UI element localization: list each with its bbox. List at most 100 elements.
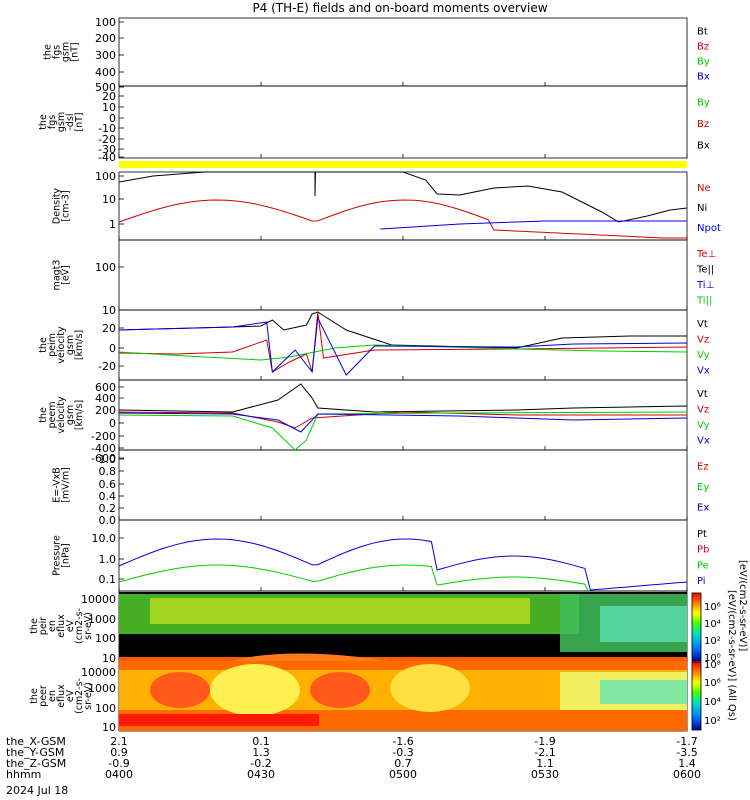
y-tick-label: 10.0 xyxy=(92,532,117,545)
x-axis-value: -1.6 xyxy=(392,735,413,748)
y-tick-label: 500 xyxy=(95,81,116,94)
density-npot-trace xyxy=(380,220,687,230)
y-axis-label: [nPa] xyxy=(61,543,72,568)
y-tick-label: 1.0 xyxy=(99,453,117,466)
y-tick-label: -20 xyxy=(98,133,116,146)
y-axis-label: eV xyxy=(65,619,76,632)
legend-entry: Vt xyxy=(697,389,708,400)
legend-entry: Vy xyxy=(697,350,710,361)
peer-colorbar-tick: 10⁴ xyxy=(704,697,721,708)
legend-entry: Ni xyxy=(697,203,707,214)
y-tick-label: 1000 xyxy=(88,613,116,626)
y-tick-label: 100 xyxy=(95,261,116,274)
y-axis-label: (cm2-s- xyxy=(74,678,85,714)
legend-entry: Vz xyxy=(697,404,709,415)
y-tick-label: 10 xyxy=(102,652,116,665)
x-axis-row-label: the_X-GSM xyxy=(6,735,66,748)
x-axis-value: -0.3 xyxy=(392,746,413,759)
y-axis-label: velocity xyxy=(56,396,67,434)
y-tick-label: 10 xyxy=(102,304,116,317)
y-tick-label: 0.6 xyxy=(99,478,117,491)
legend-entry: Vx xyxy=(697,365,710,376)
x-axis-row-label: the_Z-GSM xyxy=(6,757,66,770)
y-tick-label: -30 xyxy=(98,143,116,156)
y-axis-label: [km/s] xyxy=(74,330,85,360)
y-tick-label: -40 xyxy=(98,151,116,164)
peir-colorbar-tick: 10⁶ xyxy=(704,602,721,613)
y-axis-label: E=-VxB xyxy=(52,467,63,502)
peer-colorbar xyxy=(691,661,702,731)
y-axis-label: eflux xyxy=(56,614,67,638)
x-axis-value: 0430 xyxy=(247,768,275,781)
flag-bar xyxy=(119,161,687,168)
y-axis-label: gsm xyxy=(56,112,67,132)
y-axis-label: the xyxy=(38,114,49,130)
density-ne-trace xyxy=(118,199,687,239)
y-axis-label: sr-eV) xyxy=(83,682,94,710)
y-axis-label: gsm xyxy=(61,42,72,62)
legend-entry: Ey xyxy=(697,482,709,493)
peir-colorbar-tick: 10⁴ xyxy=(704,619,721,630)
legend-entry: Ne xyxy=(697,183,711,194)
legend-entry: Vy xyxy=(697,420,710,431)
y-tick-label: -200 xyxy=(91,430,116,443)
x-axis-value: 2.1 xyxy=(110,735,128,748)
y-tick-label: 0.2 xyxy=(99,502,117,515)
panel-frame xyxy=(118,17,688,87)
legend-entry: Te⊥ xyxy=(696,249,716,260)
y-axis-label: gsm xyxy=(65,335,76,355)
y-tick-label: 10000 xyxy=(81,666,116,679)
y-axis-label: peem xyxy=(47,402,58,429)
y-tick-label: 200 xyxy=(95,32,116,45)
y-tick-label: 0.1 xyxy=(99,573,117,586)
y-axis-label: the xyxy=(43,44,54,60)
x-axis-value: 0.9 xyxy=(110,746,128,759)
legend-entry: Ti⊥ xyxy=(696,280,714,291)
x-axis-value: 0600 xyxy=(673,768,701,781)
legend-entry: By xyxy=(697,98,710,109)
y-axis-label: eV xyxy=(65,689,76,702)
y-tick-label: 400 xyxy=(95,392,116,405)
y-tick-label: 100 xyxy=(95,170,116,183)
y-axis-label: en xyxy=(47,620,58,632)
y-axis-label: eflux xyxy=(56,684,67,708)
x-axis-value: -2.1 xyxy=(534,746,555,759)
peer-colorbar-tick: 10⁶ xyxy=(704,678,721,689)
y-axis-label: the xyxy=(29,688,40,704)
y-axis-label: [km/s] xyxy=(74,400,85,430)
y-axis-label: the xyxy=(29,618,40,634)
y-tick-label: 0 xyxy=(109,342,116,355)
y-tick-label: -20 xyxy=(98,360,116,373)
panel-frame xyxy=(118,85,688,159)
figure-title: P4 (TH-E) fields and on-board moments ov… xyxy=(252,1,547,15)
y-axis-label: -dsl xyxy=(65,113,76,130)
legend-entry: Vx xyxy=(697,435,710,446)
legend-entry: Ti|| xyxy=(696,295,712,306)
peer-colorbar-tick: 10² xyxy=(704,716,721,727)
peim-vy-trace xyxy=(118,344,688,361)
y-tick-label: 1 xyxy=(109,218,116,231)
y-tick-label: 0.0 xyxy=(99,514,117,527)
x-axis-value: 0530 xyxy=(531,768,559,781)
y-tick-label: 10 xyxy=(102,101,116,114)
y-axis-label: fgs xyxy=(47,115,58,129)
y-tick-label: 20 xyxy=(102,90,116,103)
y-axis-label: velocity xyxy=(56,326,67,364)
y-axis-label: peir xyxy=(38,617,49,636)
x-axis-value: 0.7 xyxy=(394,757,412,770)
y-tick-label: 1000 xyxy=(88,682,116,695)
peem-vt-trace xyxy=(118,383,688,413)
date-label: 2024 Jul 18 xyxy=(6,784,68,797)
legend-entry: Te|| xyxy=(696,264,714,275)
y-axis-label: the xyxy=(38,337,49,353)
legend-entry: Pt xyxy=(697,529,707,540)
y-tick-label: 100 xyxy=(95,702,116,715)
y-axis-label: [nT] xyxy=(74,112,85,131)
peir-colorbar-label: [eV/(cm2-s-sr-eV)] (All Qs) xyxy=(726,590,737,721)
y-axis-label: [cm-3] xyxy=(61,190,72,221)
x-axis-value: -1.7 xyxy=(676,735,697,748)
legend-entry: Ex xyxy=(697,503,709,514)
panel-frame xyxy=(118,171,688,241)
y-axis-label: en xyxy=(47,690,58,702)
